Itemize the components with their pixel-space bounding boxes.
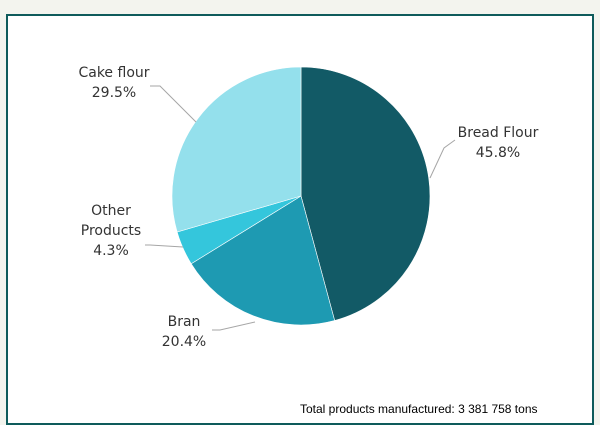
- leader-line-bran: [212, 321, 256, 331]
- slice-percent: 45.8%: [476, 145, 520, 161]
- slice-name: Bread Flour: [458, 125, 539, 141]
- slice-name: Products: [81, 223, 141, 239]
- slice-name: Bran: [168, 314, 201, 330]
- leader-lines: [145, 85, 456, 331]
- slice-label-cake-flour: Cake flour 29.5%: [78, 65, 149, 101]
- leader-line-cake-flour: [150, 85, 197, 123]
- slice-percent: 29.5%: [92, 85, 136, 101]
- leader-line-bread-flour: [429, 139, 456, 179]
- slice-labels: Bread Flour 45.8% Bran 20.4% Other Products 4.…: [78, 65, 538, 350]
- slice-percent: 4.3%: [93, 243, 129, 259]
- slice-percent: 20.4%: [162, 334, 206, 350]
- total-footnote: Total products manufactured: 3 381 758 t…: [300, 402, 538, 416]
- slice-name: Cake flour: [78, 65, 149, 81]
- slice-label-bran: Bran 20.4%: [162, 314, 206, 350]
- slice-label-bread-flour: Bread Flour 45.8%: [458, 125, 539, 161]
- pie-slices: [171, 66, 431, 326]
- slice-name: Other: [91, 203, 131, 219]
- slice-label-other-products: Other Products 4.3%: [81, 203, 141, 259]
- pie-slice-bread-flour: [300, 66, 431, 321]
- pie-slice-cake-flour: [171, 66, 302, 233]
- leader-line-other-products: [145, 244, 184, 248]
- pie-slice-bran: [190, 195, 336, 326]
